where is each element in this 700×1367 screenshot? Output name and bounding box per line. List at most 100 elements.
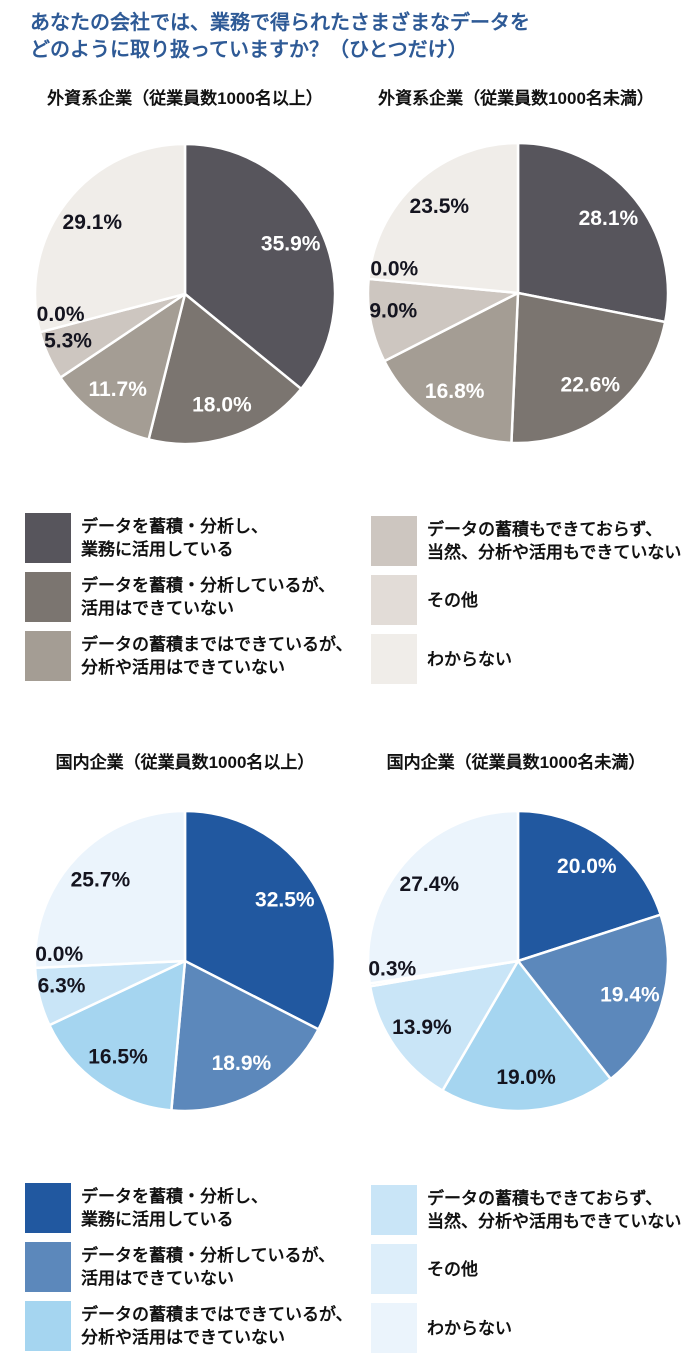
pie-chart-domestic-large: 32.5% 18.9% 16.5% 6.3% 0.0% 25.7% (33, 809, 337, 1113)
page-title-line-1: あなたの会社では、業務で得られたさまざまなデータを (30, 12, 530, 34)
pie-chart-domestic-small: 20.0% 19.4% 19.0% 13.9% 0.3% 27.4% (366, 809, 670, 1113)
legend-item: データを蓄積・分析しているが、 活用はできていない (25, 1242, 353, 1292)
pie-slice-label: 19.4% (600, 984, 660, 1007)
page-title: あなたの会社では、業務で得られたさまざまなデータを どのように取り扱っていますか… (30, 10, 670, 64)
legend-swatch (371, 1185, 417, 1235)
legend-blue-left: データを蓄積・分析し、 業務に活用している データを蓄積・分析しているが、 活用… (25, 1183, 353, 1351)
legend-label: わからない (427, 649, 512, 669)
pie-slice (383, 291, 520, 445)
legend-label: データの蓄積もできておらず、 (427, 520, 663, 539)
page-title-line-2: どのように取り扱っていますか？（ひとつだけ） (30, 39, 468, 61)
legend-item: その他 (371, 575, 681, 625)
legend-swatch (25, 631, 71, 681)
legend-swatch (25, 513, 71, 563)
pie-slice-label: 27.4% (400, 873, 460, 896)
legend-swatch (25, 1301, 71, 1351)
pie-slice-label: 5.3% (44, 329, 92, 352)
legend-label: データを蓄積・分析し、 (81, 517, 268, 536)
legend-item: データの蓄積もできておらず、 当然、分析や活用もできていない (371, 1185, 681, 1235)
pie-chart-foreign-small: 28.1% 22.6% 16.8% 9.0% 0.0% 23.5% (366, 141, 670, 445)
legend-item: データの蓄積まではできているが、 分析や活用はできていない (25, 631, 353, 681)
legend-swatch (371, 575, 417, 625)
pie-slice-label: 29.1% (63, 211, 123, 234)
chart-title-domestic-small: 国内企業（従業員数1000名未満） (386, 753, 646, 772)
legend-label: わからない (427, 1318, 512, 1338)
legend-item: わからない (371, 634, 681, 684)
legend-label: データを蓄積・分析しているが、 (81, 576, 336, 595)
pie-slice-label: 16.5% (88, 1045, 148, 1068)
legend-label: その他 (427, 1259, 478, 1279)
pie-slice-label: 18.9% (212, 1052, 272, 1075)
pie-slice (183, 809, 337, 1031)
legend-label: その他 (427, 590, 478, 610)
pie-slice (367, 141, 520, 295)
pie-slice-label: 0.0% (370, 258, 418, 281)
legend-label: データを蓄積・分析しているが、 (81, 1246, 336, 1265)
legend-item: データを蓄積・分析しているが、 活用はできていない (25, 572, 353, 622)
pie-slice (510, 291, 667, 445)
legend-label: 当然、分析や活用もできていない (427, 1212, 682, 1231)
legend-label: データの蓄積もできておらず、 (427, 1189, 663, 1208)
legend-item: データを蓄積・分析し、 業務に活用している (25, 1183, 353, 1233)
pie-slice-label: 16.8% (425, 380, 485, 403)
pie-slice (59, 292, 187, 441)
legend-swatch (25, 1183, 71, 1233)
legend-item: データの蓄積まではできているが、 分析や活用はできていない (25, 1301, 353, 1351)
pie-slice-label: 18.0% (192, 394, 252, 417)
pie-slice-label: 32.5% (255, 889, 315, 912)
legend-gray-left: データを蓄積・分析し、 業務に活用している データを蓄積・分析しているが、 活用… (25, 513, 353, 681)
legend-label: 業務に活用している (81, 540, 234, 559)
pie-slice (183, 142, 337, 391)
pie-slice-label: 23.5% (410, 195, 470, 218)
legend-swatch (371, 634, 417, 684)
legend-item: データを蓄積・分析し、 業務に活用している (25, 513, 353, 563)
pie-slice-label: 0.0% (35, 943, 83, 966)
pie-slice (441, 959, 612, 1113)
legend-item: データの蓄積もできておらず、 当然、分析や活用もできていない (371, 516, 681, 566)
legend-blue-right: データの蓄積もできておらず、 当然、分析や活用もできていない その他 わからない (371, 1185, 681, 1353)
legend-swatch (371, 1244, 417, 1294)
pie-slice-label: 13.9% (392, 1016, 452, 1039)
legend-swatch (25, 1242, 71, 1292)
pie-slice-label: 11.7% (89, 378, 148, 401)
pie-slice-label: 35.9% (261, 232, 321, 255)
chart-title-foreign-small: 外資系企業（従業員数1000名未満） (378, 89, 654, 108)
legend-label: 業務に活用している (81, 1210, 234, 1229)
pie-slice-label: 25.7% (71, 869, 131, 892)
chart-title-foreign-large: 外資系企業（従業員数1000名以上） (47, 89, 323, 108)
pie-slice-label: 20.0% (557, 855, 617, 878)
legend-gray-right: データの蓄積もできておらず、 当然、分析や活用もできていない その他 わからない (371, 516, 681, 684)
legend-label: 活用はできていない (81, 1269, 234, 1288)
legend-label: 分析や活用はできていない (81, 1328, 285, 1347)
pie-slice-label: 19.0% (496, 1066, 556, 1089)
legend-item: その他 (371, 1244, 681, 1294)
pie-slice (516, 913, 670, 1081)
pie-slice (516, 141, 670, 324)
pie-slice-label: 22.6% (561, 374, 621, 397)
legend-label: データの蓄積まではできているが、 (81, 635, 353, 654)
legend-label: 活用はできていない (81, 599, 234, 618)
pie-slice-label: 6.3% (38, 975, 86, 998)
pie-slice (516, 809, 662, 963)
pie-slice (147, 292, 303, 446)
legend-item: わからない (371, 1303, 681, 1353)
pie-slice (48, 959, 187, 1112)
pie-slice-label: 28.1% (579, 207, 639, 230)
pie-chart-foreign-large: 35.9% 18.0% 11.7% 5.3% 0.0% 29.1% (33, 142, 337, 446)
pie-slice-label: 0.3% (368, 958, 416, 981)
legend-swatch (25, 572, 71, 622)
pie-slice (366, 809, 520, 985)
legend-label: 分析や活用はできていない (81, 658, 285, 677)
pie-slice (368, 959, 520, 1092)
legend-swatch (371, 516, 417, 566)
legend-label: 当然、分析や活用もできていない (427, 543, 682, 562)
pie-slice-label: 0.0% (37, 303, 85, 326)
pie-slice (366, 277, 520, 363)
pie-slice (33, 809, 187, 970)
pie-slice-label: 9.0% (369, 300, 417, 323)
pie-slice (170, 959, 320, 1113)
legend-label: データの蓄積まではできているが、 (81, 1305, 353, 1324)
legend-swatch (371, 1303, 417, 1353)
legend-label: データを蓄積・分析し、 (81, 1187, 268, 1206)
